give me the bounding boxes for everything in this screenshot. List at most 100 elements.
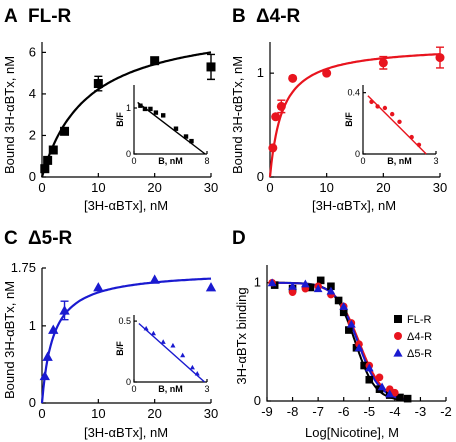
panel-letter-c: C xyxy=(4,228,18,249)
data-point-d-0-2 xyxy=(306,283,315,292)
data-point-d-0-14 xyxy=(403,394,412,403)
axes-inset-c xyxy=(133,315,207,383)
y-tick-label-a-1: 2 xyxy=(29,127,36,142)
inset-point-a-5 xyxy=(173,126,179,131)
x-tick-label-inset-b-0: 0 xyxy=(360,156,365,166)
panel-letter-d: D xyxy=(232,228,246,249)
data-point-d-0-10 xyxy=(365,375,374,384)
y-tick-label-c-1: 1 xyxy=(29,318,36,333)
inset-point-a-0 xyxy=(138,103,143,108)
legend-marker-2 xyxy=(393,348,403,357)
legend-label-0: FL-R xyxy=(407,314,432,326)
x-tick-label-c-0: 0 xyxy=(38,406,45,421)
data-point-d-1-11 xyxy=(391,388,399,397)
y-tick-label-inset-a-1: 1 xyxy=(126,103,131,113)
inset-point-b-6 xyxy=(416,142,422,147)
data-point-c-3 xyxy=(59,305,70,315)
inset-point-c-1 xyxy=(150,330,156,336)
legend-label-2: Δ5-R xyxy=(407,348,432,360)
y-tick-label-b-0: 0 xyxy=(257,169,264,184)
inset-point-c-2 xyxy=(160,339,166,344)
data-point-b-0 xyxy=(268,143,278,153)
y-axis-label-c: Bound 3H-αBTx, nM xyxy=(2,281,17,399)
x-tick-label-d-1: -8 xyxy=(287,404,299,419)
x-tick-label-c-3: 30 xyxy=(204,406,218,421)
data-point-d-2-9 xyxy=(377,382,387,391)
y-axis-label-a: Bound 3H-αBTx, nM xyxy=(2,56,17,174)
data-point-d-0-3 xyxy=(316,276,325,285)
panel-title-b: Δ4-R xyxy=(256,6,301,27)
inset-point-b-1 xyxy=(375,104,380,109)
data-point-a-4 xyxy=(93,79,103,89)
data-point-a-2 xyxy=(48,145,58,155)
y-tick-label-inset-c-1: 0.5 xyxy=(118,316,131,326)
inset-fit-line-a xyxy=(137,101,206,155)
x-tick-label-d-6: -3 xyxy=(415,404,427,419)
inset-c: 0 3 0 0.5 B, nM B/F xyxy=(115,315,210,394)
axes-inset-a xyxy=(133,85,207,155)
inset-point-a-4 xyxy=(161,113,166,118)
inset-point-a-1 xyxy=(142,106,148,112)
inset-y-label-c: B/F xyxy=(115,341,125,356)
axes-inset-b xyxy=(362,85,436,155)
inset-point-a-7 xyxy=(189,138,194,144)
chart-d-plot: -9 -8 -7 -6 -5 -4 -3 -2 0 1 FL-R Δ4-R Δ5-R xyxy=(254,265,452,419)
fit-curve-b xyxy=(268,53,441,178)
x-tick-label-inset-b-1: 3 xyxy=(433,156,438,166)
inset-point-c-4 xyxy=(180,352,186,358)
y-tick-label-inset-b-1: 0.4 xyxy=(347,88,360,98)
data-point-b-4 xyxy=(322,68,332,78)
data-point-d-2-6 xyxy=(347,319,356,328)
x-tick-label-a-0: 0 xyxy=(38,180,45,195)
data-point-d-0-4 xyxy=(327,282,335,291)
y-tick-label-d-1: 1 xyxy=(254,275,261,290)
data-point-c-0 xyxy=(39,370,50,381)
x-tick-label-inset-a-0: 0 xyxy=(131,156,136,166)
inset-point-c-5 xyxy=(189,364,195,370)
inset-a: 0 8 0 1 B, nM B/F xyxy=(115,85,210,166)
fit-curve-c xyxy=(40,277,212,404)
legend-marker-0 xyxy=(394,315,402,323)
inset-point-c-3 xyxy=(170,342,176,348)
data-point-d-2-1 xyxy=(288,281,297,290)
x-tick-label-d-2: -7 xyxy=(312,404,324,419)
data-point-c-4 xyxy=(93,282,104,292)
data-point-d-0-8 xyxy=(352,343,361,352)
x-tick-label-a-2: 20 xyxy=(147,180,161,195)
x-tick-label-b-1: 10 xyxy=(319,180,333,195)
data-point-a-1 xyxy=(43,155,53,165)
x-axis-label-c: [3H-αBTx], nM xyxy=(84,425,168,440)
x-tick-label-d-4: -5 xyxy=(364,404,376,419)
data-point-d-2-2 xyxy=(300,279,310,288)
y-tick-label-a-2: 4 xyxy=(29,86,36,101)
panel-D: D -9 -8 -7 -6 -5 -4 -3 -2 0 1 FL-R Δ4-R Δ5-R Log[Nic… xyxy=(232,228,452,440)
data-point-d-0-9 xyxy=(360,361,368,370)
data-point-d-2-10 xyxy=(385,389,395,398)
inset-point-c-6 xyxy=(194,370,200,376)
x-tick-label-b-3: 30 xyxy=(433,180,447,195)
inset-fit-line-c xyxy=(138,323,206,383)
data-point-d-0-7 xyxy=(345,326,353,334)
inset-point-c-0 xyxy=(143,325,149,331)
inset-point-b-5 xyxy=(409,134,414,140)
chart-a-plot: 0 10 20 30 0 2 4 6 0 8 0 1 B, nM B/F xyxy=(29,42,218,195)
y-tick-label-b-1: 1 xyxy=(257,65,264,80)
y-tick-label-d-0: 0 xyxy=(254,393,261,408)
panel-letter-b: B xyxy=(232,6,246,27)
x-tick-label-d-7: -2 xyxy=(440,404,452,419)
data-point-d-1-9 xyxy=(375,373,384,382)
data-point-c-1 xyxy=(42,351,53,361)
x-axis-label-b: [3H-αBTx], nM xyxy=(312,198,396,213)
x-tick-label-inset-c-1: 3 xyxy=(204,384,209,394)
x-tick-label-a-1: 10 xyxy=(91,180,105,195)
x-axis-label-d: Log[Nicotine], M xyxy=(305,425,399,440)
inset-point-a-3 xyxy=(153,110,159,115)
x-tick-label-c-2: 20 xyxy=(147,406,161,421)
y-tick-label-a-0: 0 xyxy=(29,169,36,184)
fit-curve-a xyxy=(40,51,212,178)
